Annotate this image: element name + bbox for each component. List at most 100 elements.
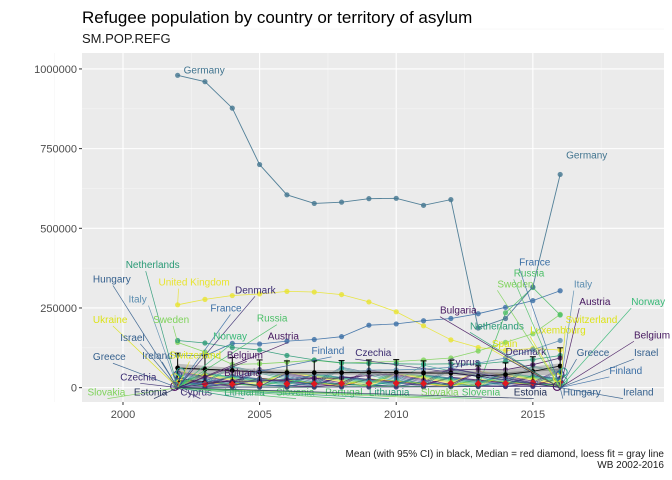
caption-source: WB 2002-2016 bbox=[597, 460, 664, 471]
series-point bbox=[420, 318, 427, 324]
series-label: Belgium bbox=[634, 330, 670, 341]
label-leader bbox=[148, 305, 178, 388]
series-point bbox=[448, 384, 454, 390]
series-point bbox=[448, 355, 454, 361]
y-tick-label: 500000 bbox=[40, 223, 77, 235]
series-point bbox=[202, 349, 208, 355]
series-point bbox=[338, 334, 345, 340]
series-point bbox=[229, 292, 235, 299]
series-point bbox=[502, 347, 509, 353]
series-point bbox=[311, 336, 317, 343]
series-point bbox=[530, 298, 536, 304]
series-point bbox=[257, 291, 263, 297]
series-point bbox=[284, 352, 290, 359]
series-point bbox=[393, 321, 399, 327]
series-label: Austria bbox=[579, 297, 611, 308]
germany-point bbox=[530, 284, 536, 290]
label-leader bbox=[140, 382, 178, 389]
germany-point bbox=[175, 72, 181, 78]
label-leader bbox=[559, 325, 566, 388]
series-label: Russia bbox=[257, 314, 288, 325]
series-point bbox=[530, 383, 536, 390]
series-label: Sweden bbox=[153, 315, 189, 326]
series-point bbox=[420, 323, 427, 329]
series-point bbox=[557, 288, 563, 294]
label-leader bbox=[559, 358, 577, 388]
label-leader bbox=[153, 387, 178, 399]
label-leader bbox=[112, 325, 178, 388]
series-label: Slovakia bbox=[87, 388, 125, 399]
series-point bbox=[257, 347, 263, 353]
series-label: Spain bbox=[492, 339, 518, 350]
label-leader bbox=[559, 307, 632, 388]
series-label: Czechia bbox=[355, 348, 392, 359]
label-leader bbox=[177, 324, 278, 388]
germany-point bbox=[257, 161, 263, 168]
series-label: Italy bbox=[128, 295, 146, 306]
series-label: Lithuania bbox=[369, 388, 410, 399]
series-label: Estonia bbox=[514, 388, 548, 399]
series-label: France bbox=[519, 257, 551, 268]
label-leader bbox=[177, 356, 332, 389]
germany-point bbox=[502, 315, 509, 322]
label-leader bbox=[448, 368, 561, 389]
label-leader bbox=[439, 316, 561, 388]
germany-point bbox=[393, 195, 399, 201]
series-point bbox=[530, 347, 536, 353]
y-tick-label: 750000 bbox=[40, 144, 77, 156]
chart-subtitle: SM.POP.REFG bbox=[82, 31, 171, 46]
series-point bbox=[175, 337, 181, 344]
series-label: Norway bbox=[213, 332, 247, 343]
label-leader bbox=[112, 285, 178, 388]
median-diamond bbox=[310, 380, 318, 388]
series-point bbox=[202, 340, 208, 346]
series-labels: Germany Germany Hungary Netherlands Italy Uni… bbox=[87, 65, 670, 399]
series-label: Finland bbox=[312, 346, 345, 357]
label-leader bbox=[560, 376, 610, 388]
median-diamond bbox=[283, 380, 291, 388]
series-label: United Kingdom bbox=[159, 278, 230, 289]
label-leader bbox=[177, 314, 231, 388]
series-label: Lithuania bbox=[224, 388, 265, 399]
series-label: Estonia bbox=[134, 388, 168, 399]
label-leader bbox=[559, 340, 635, 388]
series-point bbox=[448, 337, 454, 343]
series-label: Switzerland bbox=[566, 315, 618, 326]
series-point bbox=[475, 311, 481, 317]
label-leader bbox=[177, 342, 234, 388]
label-leader bbox=[497, 290, 561, 388]
germany-point bbox=[366, 196, 372, 202]
label-leader bbox=[518, 268, 561, 388]
median-diamond bbox=[365, 379, 373, 387]
germany-point bbox=[311, 200, 317, 207]
y-tick-label: 0 bbox=[71, 383, 77, 395]
caption-method: Mean (with 95% CI) in black, Median = re… bbox=[345, 449, 665, 460]
series-label: Greece bbox=[577, 348, 610, 359]
median-diamond bbox=[228, 380, 236, 388]
series-label: France bbox=[210, 303, 242, 314]
y-tick-label: 1000000 bbox=[34, 64, 77, 76]
series-label: Ireland bbox=[142, 351, 173, 362]
series-label: Switzerland bbox=[169, 350, 221, 361]
endpoint-marker bbox=[555, 370, 565, 380]
label-leader bbox=[559, 290, 575, 388]
series-label: Norway bbox=[631, 297, 665, 308]
label-leader bbox=[177, 387, 389, 399]
series-label: Czechia bbox=[120, 372, 157, 383]
label-leader bbox=[355, 358, 561, 389]
series-label: Germany bbox=[184, 65, 225, 76]
series-point bbox=[557, 337, 563, 344]
series-point bbox=[175, 302, 181, 308]
series-point bbox=[338, 384, 345, 390]
germany-point bbox=[448, 197, 454, 203]
series-point bbox=[475, 361, 481, 367]
series-point bbox=[475, 348, 481, 354]
axes: 2000 2005 2010 2015 0 250000 500000 750000 10000… bbox=[34, 64, 545, 421]
series-point bbox=[202, 296, 208, 302]
median-diamond bbox=[447, 379, 455, 387]
series-label: Russia bbox=[514, 268, 545, 279]
median-diamond bbox=[502, 379, 510, 387]
series-point bbox=[257, 341, 263, 347]
germany-point bbox=[557, 171, 563, 178]
